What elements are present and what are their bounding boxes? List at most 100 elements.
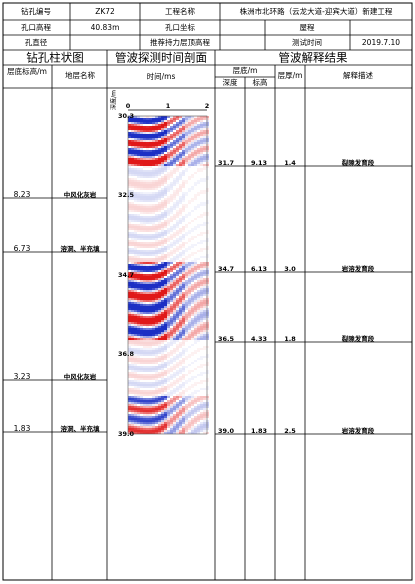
waveform-cell [206,316,209,318]
waveform-cell [134,220,137,222]
waveform-cell [182,234,185,236]
waveform-cell [194,294,197,296]
waveform-cell [158,404,161,406]
waveform-cell [188,378,191,380]
waveform-cell [185,146,188,148]
waveform-cell [167,130,170,132]
waveform-cell [179,280,182,282]
waveform-cell [149,158,152,160]
waveform-cell [173,338,176,340]
waveform-cell [185,138,188,140]
waveform-cell [179,184,182,186]
waveform-cell [128,194,131,196]
waveform-cell [137,262,140,264]
waveform-cell [176,146,179,148]
waveform-cell [173,226,176,228]
waveform-cell [203,418,206,420]
waveform-cell [128,222,131,224]
waveform-cell [161,400,164,402]
waveform-cell [197,170,200,172]
waveform-cell [134,184,137,186]
waveform-cell [167,122,170,124]
waveform-cell [191,334,194,336]
waveform-cell [167,134,170,136]
waveform-cell [137,306,140,308]
waveform-cell [137,224,140,226]
waveform-cell [149,318,152,320]
waveform-cell [149,296,152,298]
waveform-cell [155,128,158,130]
waveform-cell [137,432,140,434]
waveform-cell [179,210,182,212]
waveform-cell [158,144,161,146]
result-value: 39.0 [218,427,235,435]
waveform-cell [191,294,194,296]
waveform-cell [143,342,146,344]
waveform-cell [146,398,149,400]
waveform-cell [155,276,158,278]
waveform-cell [131,218,134,220]
waveform-cell [134,336,137,338]
waveform-cell [149,196,152,198]
waveform-cell [155,368,158,370]
waveform-cell [188,284,191,286]
waveform-cell [158,196,161,198]
waveform-cell [140,326,143,328]
waveform-cell [176,254,179,256]
waveform-cell [155,388,158,390]
waveform-cell [182,132,185,134]
waveform-cell [137,396,140,398]
waveform-cell [167,430,170,432]
waveform-cell [152,360,155,362]
waveform-cell [128,326,131,328]
waveform-cell [170,270,173,272]
waveform-cell [131,116,134,118]
waveform-cell [200,414,203,416]
waveform-cell [170,428,173,430]
waveform-cell [134,304,137,306]
waveform-cell [170,340,173,342]
waveform-cell [140,162,143,164]
label: 测试时间 [292,37,322,47]
waveform-cell [131,156,134,158]
waveform-cell [137,182,140,184]
waveform-cell [188,280,191,282]
waveform-cell [206,248,209,250]
waveform-cell [149,228,152,230]
waveform-cell [140,312,143,314]
waveform-cell [194,418,197,420]
waveform-cell [197,350,200,352]
waveform-cell [179,334,182,336]
waveform-cell [134,168,137,170]
waveform-cell [188,364,191,366]
waveform-cell [200,334,203,336]
waveform-cell [140,308,143,310]
waveform-cell [173,182,176,184]
waveform-cell [146,146,149,148]
waveform-cell [161,160,164,162]
waveform-cell [191,228,194,230]
waveform-cell [188,264,191,266]
waveform-cell [164,200,167,202]
waveform-cell [179,284,182,286]
waveform-cell [176,294,179,296]
waveform-cell [173,406,176,408]
waveform-cell [200,406,203,408]
waveform-cell [131,286,134,288]
waveform-cell [134,422,137,424]
waveform-cell [179,228,182,230]
waveform-cell [182,196,185,198]
waveform-cell [194,340,197,342]
waveform-cell [206,396,209,398]
waveform-cell [161,230,164,232]
waveform-cell [164,274,167,276]
waveform-cell [158,158,161,160]
waveform-cell [179,388,182,390]
waveform-cell [170,432,173,434]
waveform-cell [137,164,140,166]
waveform-cell [134,210,137,212]
waveform-cell [164,370,167,372]
waveform-cell [206,314,209,316]
waveform-cell [200,304,203,306]
waveform-cell [206,286,209,288]
